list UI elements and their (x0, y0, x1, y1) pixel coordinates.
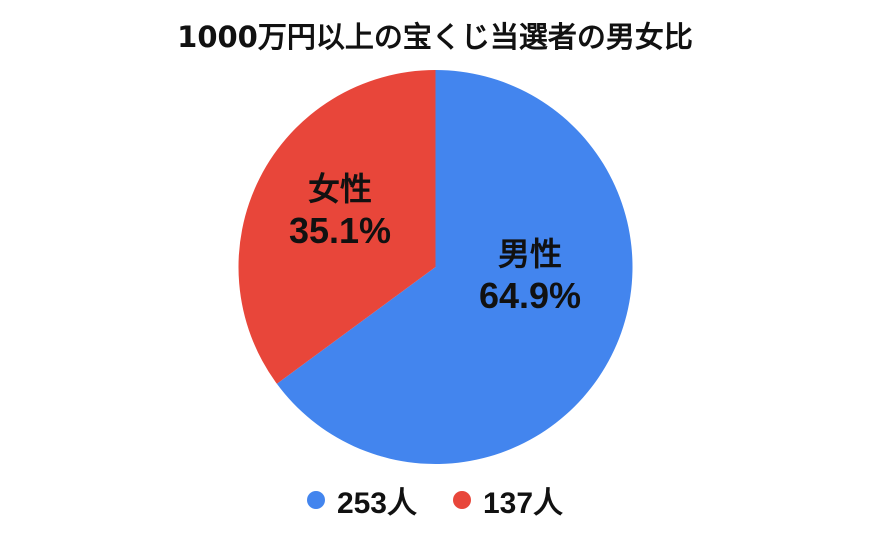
male-slice-label: 男性 64.9% (455, 235, 605, 319)
legend-text-female: 137人 (483, 487, 564, 520)
female-slice-label: 女性 35.1% (270, 170, 410, 254)
legend-text-male: 253人 (336, 487, 417, 520)
legend-dot-male-icon (306, 491, 325, 509)
legend-dot-female-icon (453, 491, 471, 509)
pie-slice-female (238, 70, 436, 384)
female-label-pct: 35.1% (288, 210, 392, 251)
pie-slice-male (276, 70, 633, 464)
legend-item-male: 253人 (306, 478, 417, 522)
chart-title: 1000万円以上の宝くじ当選者の男女比 (177, 20, 693, 54)
male-label-name: 男性 (497, 235, 562, 273)
chart-legend: 253人 137人 (0, 478, 870, 522)
legend-item-female: 137人 (453, 478, 563, 522)
female-label-name: 女性 (307, 170, 372, 208)
male-label-pct: 64.9% (478, 275, 582, 316)
